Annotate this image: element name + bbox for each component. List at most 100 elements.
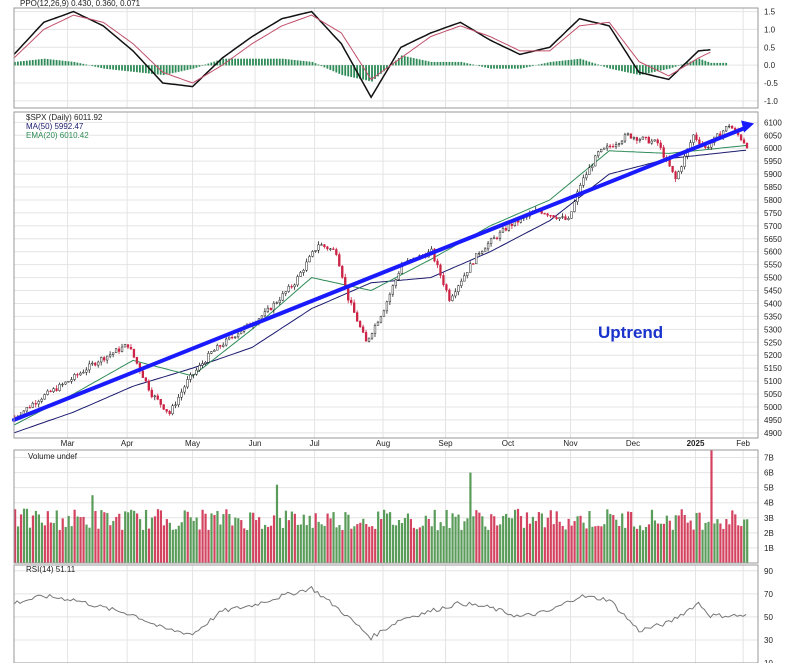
volume-bar xyxy=(734,514,736,563)
ppo-histogram-bar xyxy=(446,62,448,66)
ppo-histogram-bar xyxy=(484,65,486,67)
volume-bar xyxy=(130,510,132,563)
volume-bar xyxy=(571,526,573,563)
volume-bar xyxy=(636,529,638,563)
ppo-histogram-bar xyxy=(231,59,233,66)
ppo-histogram-bar xyxy=(556,61,558,65)
month-label: Aug xyxy=(376,439,390,448)
candle xyxy=(109,354,111,356)
candle xyxy=(505,228,507,230)
ppo-histogram-bar xyxy=(163,65,165,75)
candle xyxy=(112,353,114,355)
y-tick-label: 0.0 xyxy=(764,61,776,70)
ma50-line xyxy=(14,150,746,433)
y-tick-label: 1.5 xyxy=(764,8,776,17)
ppo-histogram-bar xyxy=(261,59,263,66)
ppo-histogram-bar xyxy=(276,59,278,66)
volume-bar xyxy=(145,510,147,563)
candle xyxy=(26,407,28,411)
candle xyxy=(457,286,459,292)
candle xyxy=(91,363,93,364)
candle xyxy=(731,126,733,128)
candle xyxy=(678,172,680,179)
y-tick-label: 5750 xyxy=(764,209,782,218)
candle xyxy=(684,156,686,167)
ppo-histogram-bar xyxy=(597,65,599,66)
ppo-histogram-bar xyxy=(493,65,495,69)
uptrend-annotation: Uptrend xyxy=(598,323,663,342)
volume-bar xyxy=(535,521,537,563)
candle xyxy=(389,294,391,302)
ma50-legend: MA(50) 5992.47 xyxy=(26,122,84,131)
volume-bar xyxy=(624,528,626,563)
ppo-histogram-bar xyxy=(508,65,510,69)
ppo-histogram-bar xyxy=(431,62,433,66)
candle xyxy=(573,202,575,212)
ppo-histogram-bar xyxy=(136,65,138,72)
candle xyxy=(133,349,135,357)
candle xyxy=(443,275,445,284)
volume-bar xyxy=(541,513,543,563)
volume-bar xyxy=(151,518,153,563)
ppo-histogram-bar xyxy=(124,65,126,71)
volume-bar xyxy=(401,523,403,563)
y-tick-label: 5350 xyxy=(764,312,782,321)
volume-bar xyxy=(82,517,84,563)
volume-bar xyxy=(719,523,721,563)
volume-bar xyxy=(630,512,632,563)
candle xyxy=(398,273,400,279)
volume-bar xyxy=(255,520,257,563)
volume-bar xyxy=(270,526,272,563)
volume-bar xyxy=(312,528,314,563)
candle xyxy=(169,411,171,413)
spx-legend: $SPX (Daily) 6011.92 xyxy=(26,113,103,122)
candle xyxy=(124,345,126,348)
candle xyxy=(437,261,439,265)
volume-bar xyxy=(338,525,340,563)
candle xyxy=(746,143,748,148)
volume-bar xyxy=(47,511,49,563)
volume-bar xyxy=(404,518,406,563)
candle xyxy=(199,365,201,370)
volume-bar xyxy=(85,525,87,563)
volume-bar xyxy=(663,524,665,563)
volume-bar xyxy=(618,526,620,563)
volume-bar xyxy=(91,495,93,563)
ppo-histogram-bar xyxy=(660,65,662,70)
ppo-histogram-bar xyxy=(118,65,120,70)
candle xyxy=(151,390,153,397)
volume-bar xyxy=(353,526,355,563)
candle xyxy=(571,212,573,219)
ppo-histogram-bar xyxy=(440,62,442,66)
candle xyxy=(184,387,186,392)
volume-bar xyxy=(678,515,680,563)
candle xyxy=(675,172,677,179)
ppo-histogram-bar xyxy=(413,58,415,65)
ppo-histogram-bar xyxy=(196,65,198,68)
ppo-histogram-bar xyxy=(65,61,67,65)
volume-bar xyxy=(294,514,296,563)
candle xyxy=(324,245,326,247)
candle xyxy=(344,277,346,285)
ppo-histogram-bar xyxy=(606,65,608,68)
ppo-histogram-bar xyxy=(612,65,614,69)
volume-bar xyxy=(219,525,221,563)
volume-bar xyxy=(139,519,141,563)
candle xyxy=(341,266,343,277)
ppo-histogram-bar xyxy=(187,65,189,70)
volume-bar xyxy=(112,521,114,563)
volume-bar xyxy=(556,511,558,563)
rsi-panel xyxy=(14,587,746,640)
volume-bar xyxy=(344,512,346,563)
ppo-histogram-bar xyxy=(130,65,132,71)
candle xyxy=(627,134,629,135)
volume-bar xyxy=(326,514,328,563)
volume-bar xyxy=(639,525,641,563)
ppo-histogram-bar xyxy=(288,59,290,65)
candle xyxy=(332,249,334,250)
volume-bar xyxy=(44,525,46,563)
ppo-panel xyxy=(14,12,727,98)
volume-bar xyxy=(532,517,534,563)
volume-bar xyxy=(687,523,689,563)
volume-bar xyxy=(300,524,302,563)
